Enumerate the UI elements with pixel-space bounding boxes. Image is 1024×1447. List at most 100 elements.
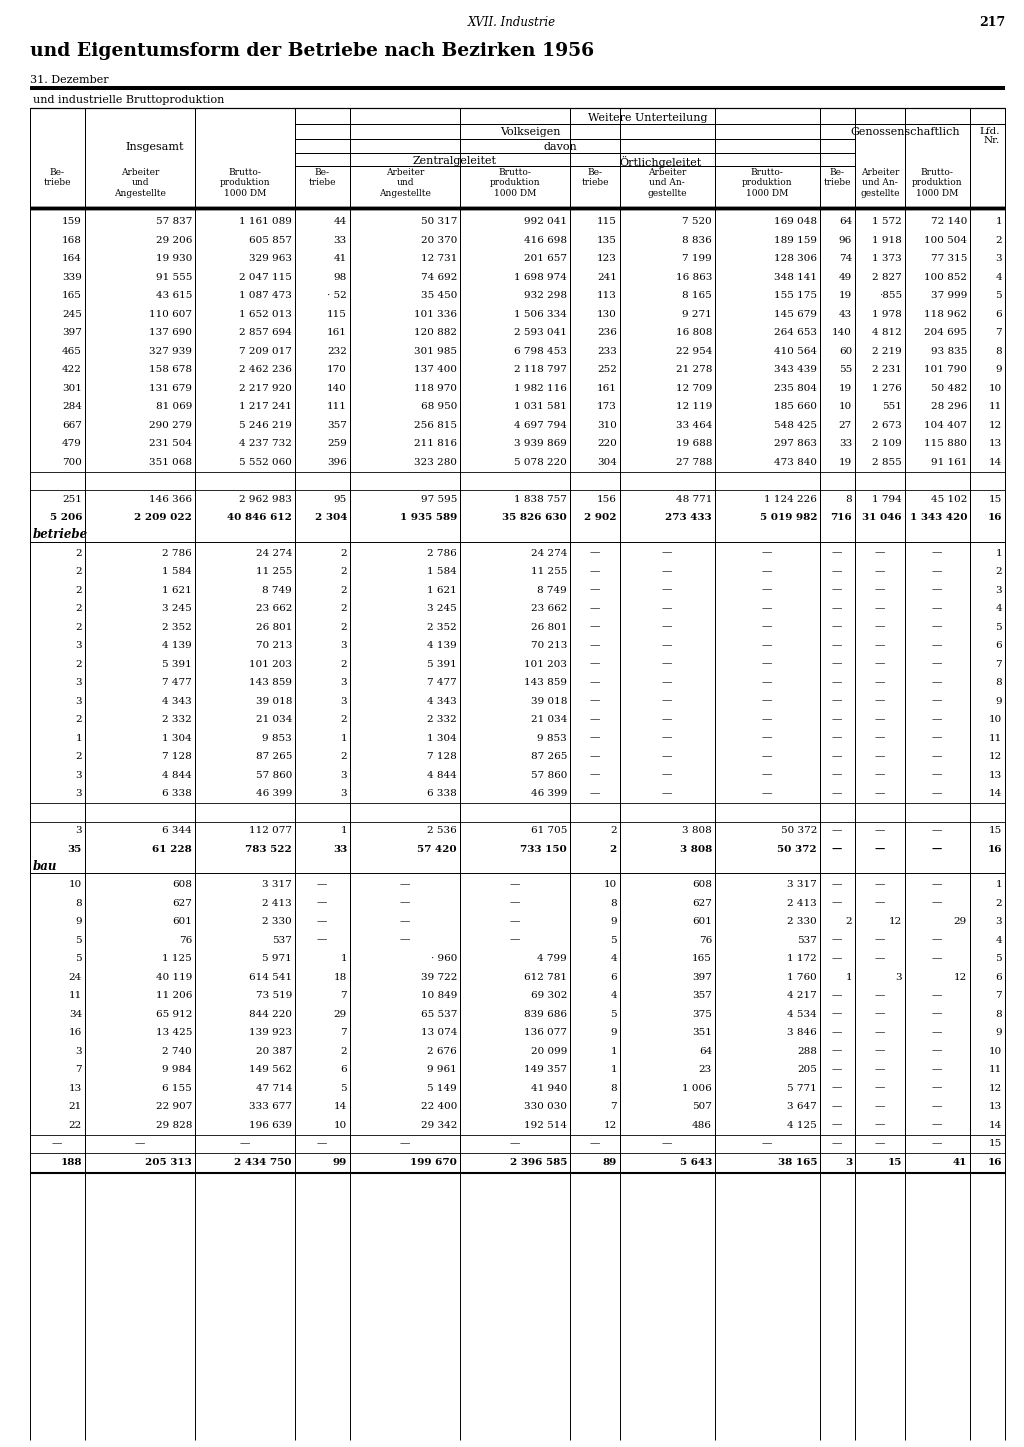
Text: 12: 12 bbox=[989, 1084, 1002, 1092]
Text: betriebe: betriebe bbox=[33, 528, 88, 541]
Text: 14: 14 bbox=[989, 1120, 1002, 1130]
Text: 220: 220 bbox=[597, 438, 617, 449]
Text: —: — bbox=[874, 679, 885, 687]
Text: 188: 188 bbox=[60, 1158, 82, 1166]
Text: —: — bbox=[399, 1139, 411, 1147]
Text: 252: 252 bbox=[597, 365, 617, 375]
Text: 13: 13 bbox=[989, 438, 1002, 449]
Text: 507: 507 bbox=[692, 1103, 712, 1111]
Text: 11 255: 11 255 bbox=[256, 567, 292, 576]
Text: 1 935 589: 1 935 589 bbox=[399, 514, 457, 522]
Text: —: — bbox=[510, 880, 520, 888]
Text: 327 939: 327 939 bbox=[150, 347, 193, 356]
Text: —: — bbox=[831, 752, 842, 761]
Text: 10: 10 bbox=[604, 880, 617, 888]
Text: 5: 5 bbox=[995, 622, 1002, 632]
Text: 137 400: 137 400 bbox=[414, 365, 457, 375]
Text: 21 034: 21 034 bbox=[530, 715, 567, 724]
Text: 8 749: 8 749 bbox=[538, 586, 567, 595]
Text: 10: 10 bbox=[989, 1046, 1002, 1056]
Text: 28 296: 28 296 bbox=[931, 402, 967, 411]
Text: —: — bbox=[135, 1139, 145, 1147]
Text: 136 077: 136 077 bbox=[524, 1029, 567, 1037]
Text: 11: 11 bbox=[69, 991, 82, 1000]
Text: 2 332: 2 332 bbox=[427, 715, 457, 724]
Text: —: — bbox=[831, 845, 842, 854]
Text: 273 433: 273 433 bbox=[666, 514, 712, 522]
Text: —: — bbox=[662, 696, 672, 706]
Text: 2 217 920: 2 217 920 bbox=[240, 383, 292, 392]
Text: 548 425: 548 425 bbox=[774, 421, 817, 430]
Text: Brutto-
produktion
1000 DM: Brutto- produktion 1000 DM bbox=[220, 168, 270, 198]
Text: 3: 3 bbox=[995, 255, 1002, 263]
Text: 301: 301 bbox=[62, 383, 82, 392]
Text: 91 555: 91 555 bbox=[156, 272, 193, 282]
Text: 4 237 732: 4 237 732 bbox=[240, 438, 292, 449]
Text: 6 338: 6 338 bbox=[427, 789, 457, 799]
Text: —: — bbox=[831, 660, 842, 669]
Text: —: — bbox=[932, 734, 942, 742]
Text: 14: 14 bbox=[989, 457, 1002, 466]
Text: 3 245: 3 245 bbox=[162, 603, 193, 614]
Text: 149 562: 149 562 bbox=[249, 1065, 292, 1074]
Text: 27: 27 bbox=[839, 421, 852, 430]
Text: 7 128: 7 128 bbox=[162, 752, 193, 761]
Text: 65 537: 65 537 bbox=[421, 1010, 457, 1019]
Text: —: — bbox=[932, 826, 942, 835]
Text: 9 853: 9 853 bbox=[262, 734, 292, 742]
Text: 19: 19 bbox=[839, 383, 852, 392]
Text: 9: 9 bbox=[76, 917, 82, 926]
Text: 35 450: 35 450 bbox=[421, 291, 457, 300]
Text: 5 391: 5 391 bbox=[427, 660, 457, 669]
Text: 46 399: 46 399 bbox=[256, 789, 292, 799]
Text: —: — bbox=[874, 1065, 885, 1074]
Text: 96: 96 bbox=[839, 236, 852, 245]
Text: 3 808: 3 808 bbox=[682, 826, 712, 835]
Text: 173: 173 bbox=[597, 402, 617, 411]
Text: 11: 11 bbox=[989, 1065, 1002, 1074]
Text: 21: 21 bbox=[69, 1103, 82, 1111]
Text: 2: 2 bbox=[76, 752, 82, 761]
Text: 7 520: 7 520 bbox=[682, 217, 712, 226]
Text: —: — bbox=[662, 734, 672, 742]
Text: 123: 123 bbox=[597, 255, 617, 263]
Text: 6: 6 bbox=[995, 641, 1002, 650]
Text: 2: 2 bbox=[609, 845, 617, 854]
Text: 115 880: 115 880 bbox=[924, 438, 967, 449]
Text: —: — bbox=[874, 715, 885, 724]
Text: Arbeiter
und
Angestellte: Arbeiter und Angestellte bbox=[379, 168, 431, 198]
Text: 145 679: 145 679 bbox=[774, 310, 817, 318]
Text: 2: 2 bbox=[340, 622, 347, 632]
Text: Zentralgeleitet: Zentralgeleitet bbox=[413, 156, 497, 166]
Text: 101 336: 101 336 bbox=[414, 310, 457, 318]
Text: 159: 159 bbox=[62, 217, 82, 226]
Text: 22 907: 22 907 bbox=[156, 1103, 193, 1111]
Text: 2 330: 2 330 bbox=[787, 917, 817, 926]
Text: 2 786: 2 786 bbox=[162, 548, 193, 557]
Text: —: — bbox=[932, 679, 942, 687]
Text: —: — bbox=[874, 954, 885, 964]
Text: —: — bbox=[510, 899, 520, 907]
Text: 140: 140 bbox=[833, 328, 852, 337]
Text: 65 912: 65 912 bbox=[156, 1010, 193, 1019]
Text: 3: 3 bbox=[76, 696, 82, 706]
Text: 10: 10 bbox=[69, 880, 82, 888]
Text: 14: 14 bbox=[334, 1103, 347, 1111]
Text: 120 882: 120 882 bbox=[414, 328, 457, 337]
Text: 37 999: 37 999 bbox=[931, 291, 967, 300]
Text: Be-
triebe: Be- triebe bbox=[308, 168, 336, 188]
Text: —: — bbox=[662, 567, 672, 576]
Text: —: — bbox=[316, 936, 328, 945]
Text: 135: 135 bbox=[597, 236, 617, 245]
Text: —: — bbox=[762, 696, 772, 706]
Text: 2 047 115: 2 047 115 bbox=[240, 272, 292, 282]
Text: Arbeiter
und An-
gestellte: Arbeiter und An- gestellte bbox=[647, 168, 687, 198]
Text: 5: 5 bbox=[610, 1010, 617, 1019]
Text: 50 482: 50 482 bbox=[931, 383, 967, 392]
Text: 537: 537 bbox=[797, 936, 817, 945]
Text: 44: 44 bbox=[334, 217, 347, 226]
Text: 12 709: 12 709 bbox=[676, 383, 712, 392]
Text: 12 119: 12 119 bbox=[676, 402, 712, 411]
Text: —: — bbox=[762, 548, 772, 557]
Text: 667: 667 bbox=[62, 421, 82, 430]
